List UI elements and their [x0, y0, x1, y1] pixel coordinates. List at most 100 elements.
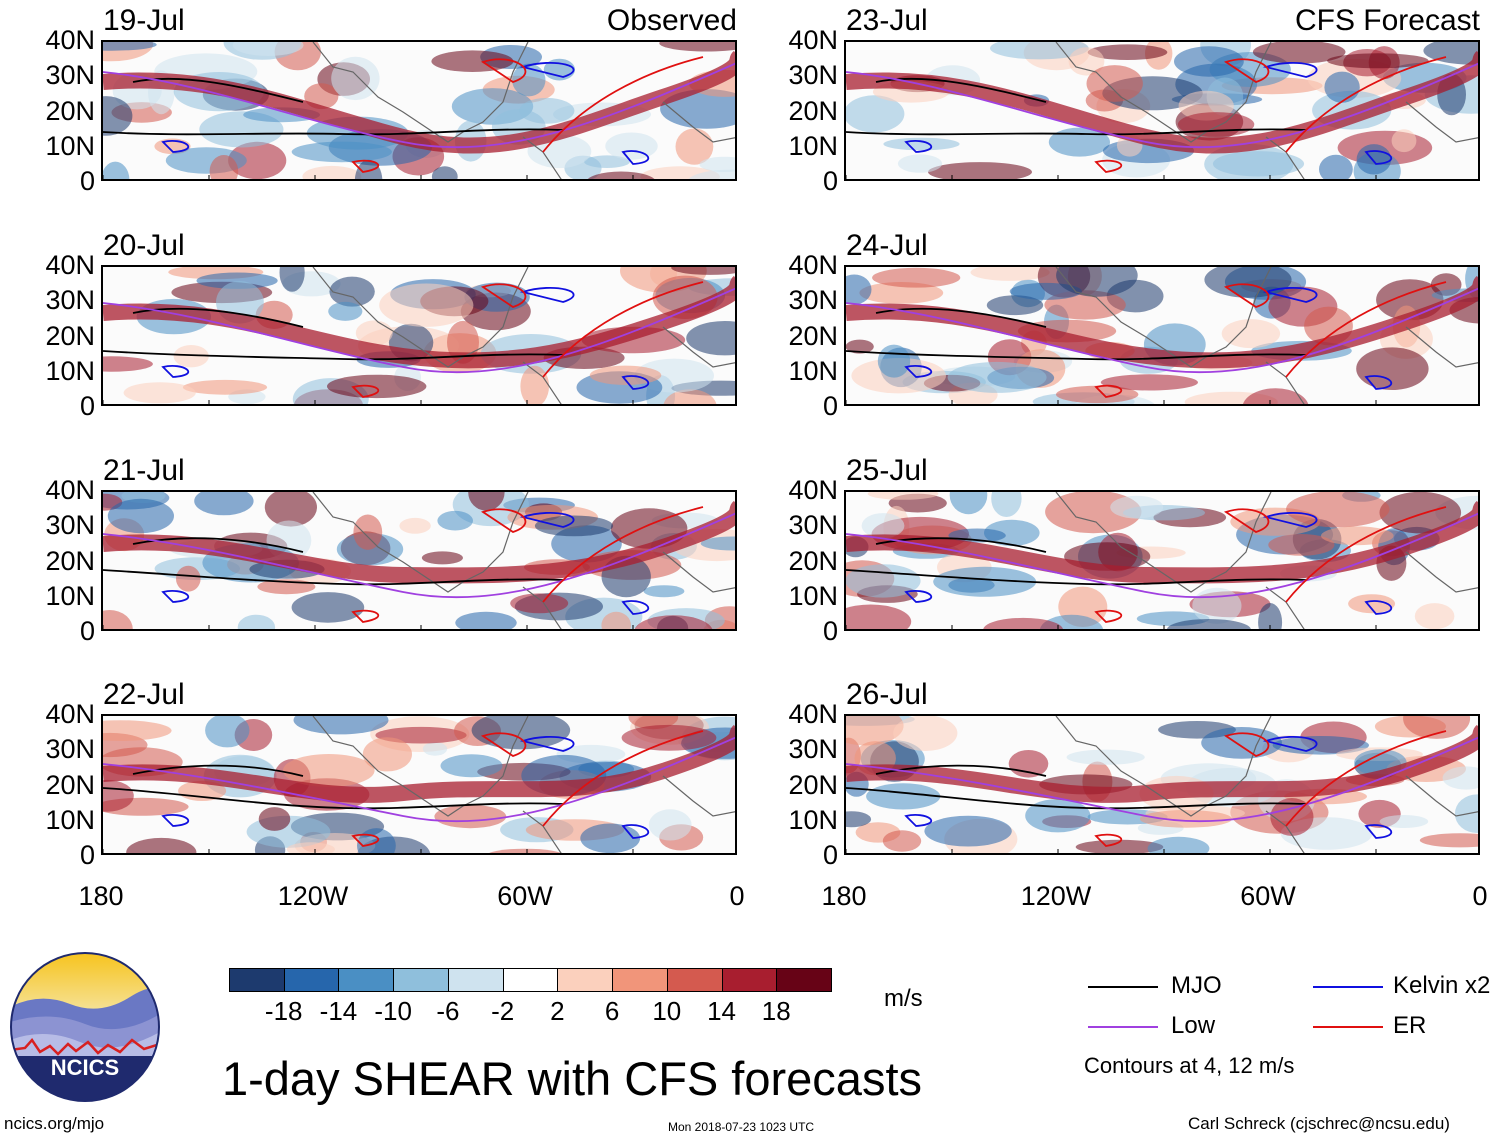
map-panel-23-Jul	[844, 40, 1480, 181]
y-tick-label: 0	[79, 840, 95, 870]
y-tick-label: 30N	[788, 734, 838, 765]
contour-low	[103, 736, 735, 823]
legend-line-low	[1088, 1026, 1158, 1028]
legend-line-kelvin	[1313, 986, 1383, 988]
shear-blob	[1391, 129, 1417, 153]
colorbar-tick-label: -6	[436, 996, 460, 1026]
legend: MJO Kelvin x2 Low ER Contours at 4, 12 m…	[1084, 968, 1508, 1088]
panel-date-label: 21-Jul	[103, 454, 185, 487]
shear-blob	[893, 716, 958, 751]
shear-blob	[103, 96, 133, 136]
legend-label-low: Low	[1171, 1012, 1216, 1039]
shear-blob	[1068, 47, 1105, 76]
shear-blob	[431, 50, 514, 72]
y-tick-label: 40N	[45, 250, 95, 280]
colorbar-tick-label: 14	[707, 996, 736, 1026]
shear-field	[103, 267, 735, 404]
shear-blob	[286, 842, 335, 853]
y-tick-label: 10N	[45, 130, 95, 161]
y-tick-label: 30N	[45, 510, 95, 541]
shear-blob	[471, 716, 571, 750]
shear-blob	[991, 492, 1022, 517]
shear-blob	[103, 42, 157, 51]
y-tick-label: 10N	[45, 804, 95, 835]
legend-label-mjo: MJO	[1171, 972, 1222, 999]
shear-blob	[675, 128, 714, 165]
contour-er	[351, 56, 704, 173]
y-tick-label: 20N	[45, 320, 95, 351]
shear-blob	[353, 514, 383, 550]
shear-blob	[126, 837, 197, 853]
shear-blob	[990, 42, 1089, 60]
y-tick-label: 20N	[45, 95, 95, 126]
shear-blob	[355, 320, 393, 346]
footer-timestamp: Mon 2018-07-23 1023 UTC	[668, 1120, 815, 1134]
shear-blob	[621, 724, 717, 751]
shear-blob	[1379, 492, 1462, 534]
colorbar-boxes	[229, 968, 832, 992]
shear-blob	[279, 267, 305, 292]
panel-date-label: 24-Jul	[846, 229, 928, 262]
x-tick-label: 0	[1472, 881, 1488, 911]
colorbar-labels: -18 -14 -10 -6 -2 2 6 10 14 18	[229, 998, 831, 1028]
map-panel-21-Jul	[101, 490, 737, 631]
shear-field	[846, 492, 1478, 629]
shear-blob	[1066, 749, 1145, 765]
shear-blob	[1272, 736, 1369, 755]
shear-blob	[1379, 815, 1429, 828]
shear-blob	[986, 295, 1044, 316]
colorbar-swatch	[229, 968, 285, 992]
panel-date-label: 23-Jul	[846, 4, 928, 37]
shear-blob	[534, 515, 614, 537]
contour-er	[1094, 281, 1447, 398]
shear-blob	[659, 42, 735, 52]
y-tick-label: 10N	[788, 580, 838, 611]
shear-blob	[846, 95, 905, 133]
y-tick-label: 30N	[788, 60, 838, 91]
shear-blob	[123, 382, 196, 404]
shear-blob	[846, 604, 912, 629]
y-tick-label: 10N	[45, 580, 95, 611]
shear-blob	[1192, 587, 1242, 624]
legend-label-er: ER	[1393, 1012, 1427, 1039]
map-panel-22-Jul	[101, 714, 737, 855]
shear-field	[103, 716, 735, 853]
shear-blob	[103, 720, 172, 741]
shear-field	[103, 492, 735, 629]
contour-kelvin	[904, 61, 1393, 165]
map-panel-20-Jul	[101, 265, 737, 406]
shear-band	[103, 500, 735, 584]
y-tick-label: 40N	[45, 25, 95, 55]
x-tick-label: 180	[821, 881, 867, 911]
shear-blob	[1086, 65, 1143, 102]
contour-er	[1094, 56, 1447, 173]
y-tick-label: 20N	[788, 320, 838, 351]
y-tick-label: 40N	[45, 475, 95, 505]
shear-blob	[437, 510, 474, 531]
shear-blob	[1212, 151, 1305, 177]
colorbar-tick-label: 2	[550, 996, 565, 1026]
shear-blob	[1174, 46, 1244, 77]
shear-blob	[970, 267, 1050, 281]
shear-blob	[882, 830, 922, 852]
contour-note: Contours at 4, 12 m/s	[1084, 1053, 1295, 1078]
logo-text: NCICS	[51, 1055, 119, 1080]
shear-blob	[489, 848, 561, 853]
shear-blob	[1110, 495, 1164, 519]
y-tick-label: 30N	[788, 510, 838, 541]
colorbar-swatch	[502, 968, 559, 992]
shear-blob	[1252, 42, 1346, 64]
shear-band	[846, 275, 1478, 369]
units-label: m/s	[884, 985, 923, 1012]
shear-blob	[354, 159, 383, 179]
colorbar-swatch	[557, 968, 614, 992]
contour-low	[103, 62, 735, 149]
shear-blob	[512, 63, 546, 97]
ncics-logo: NCICS	[10, 952, 160, 1102]
shear-blob	[1056, 267, 1138, 297]
shear-blob	[688, 169, 735, 179]
shear-blob	[1177, 112, 1255, 137]
shear-blob	[584, 155, 630, 168]
shear-band	[103, 275, 735, 369]
contour-low	[846, 62, 1478, 149]
